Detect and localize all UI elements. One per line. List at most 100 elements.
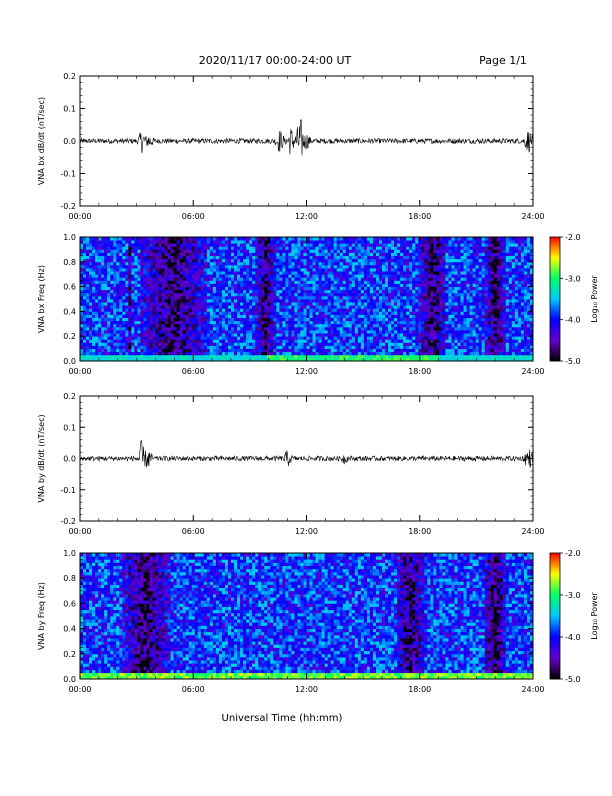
spectrogram-cell bbox=[156, 253, 159, 257]
spectrogram-cell bbox=[439, 305, 442, 309]
spectrogram-cell bbox=[216, 302, 219, 306]
spectrogram-cell bbox=[204, 346, 207, 350]
spectrogram-cell bbox=[291, 249, 294, 253]
spectrogram-cell bbox=[346, 265, 349, 269]
spectrogram-cell bbox=[177, 277, 180, 281]
spectrogram-cell bbox=[391, 274, 394, 278]
spectrogram-cell bbox=[400, 287, 403, 291]
spectrogram-cell bbox=[337, 237, 340, 241]
spectrogram-cell bbox=[174, 287, 177, 291]
spectrogram-cell bbox=[143, 271, 146, 275]
spectrogram-cell bbox=[80, 324, 83, 328]
spectrogram-cell bbox=[219, 265, 222, 269]
spectrogram-cell bbox=[319, 246, 322, 250]
spectrogram-cell bbox=[273, 315, 276, 319]
spectrogram-cell bbox=[107, 280, 110, 284]
spectrogram-cell bbox=[331, 237, 334, 241]
spectrogram-cell bbox=[183, 327, 186, 331]
spectrogram-cell bbox=[310, 243, 313, 247]
spectrogram-cell bbox=[110, 265, 113, 269]
spectrogram-cell bbox=[156, 262, 159, 266]
spectrogram-cell bbox=[246, 249, 249, 253]
spectrogram-cell bbox=[258, 265, 261, 269]
spectrogram-cell bbox=[156, 352, 159, 356]
spectrogram-cell bbox=[385, 333, 388, 337]
spectrogram-cell bbox=[186, 330, 189, 334]
spectrogram-cell bbox=[146, 296, 149, 300]
spectrogram-cell bbox=[442, 349, 445, 353]
spectrogram-cell bbox=[255, 240, 258, 244]
spectrogram-cell bbox=[337, 339, 340, 343]
spectrogram-cell bbox=[183, 268, 186, 272]
spectrogram-cell bbox=[159, 290, 162, 294]
spectrogram-cell bbox=[131, 262, 134, 266]
spectrogram-cell bbox=[207, 339, 210, 343]
spectrogram-cell bbox=[397, 333, 400, 337]
spectrogram-cell bbox=[409, 249, 412, 253]
spectrogram-cell bbox=[201, 271, 204, 275]
spectrogram-cell bbox=[388, 256, 391, 260]
spectrogram-cell bbox=[146, 268, 149, 272]
spectrogram-cell bbox=[189, 349, 192, 353]
spectrogram-cell bbox=[98, 327, 101, 331]
spectrogram-cell bbox=[313, 287, 316, 291]
spectrogram-cell bbox=[355, 246, 358, 250]
spectrogram-cell bbox=[373, 271, 376, 275]
spectrogram-cell bbox=[436, 253, 439, 257]
spectrogram-cell bbox=[273, 308, 276, 312]
spectrogram-cell bbox=[385, 237, 388, 241]
spectrogram-cell bbox=[430, 249, 433, 253]
spectrogram-cell bbox=[288, 271, 291, 275]
spectrogram-cell bbox=[300, 336, 303, 340]
spectrogram-cell bbox=[376, 311, 379, 315]
spectrogram-cell bbox=[385, 274, 388, 278]
spectrogram-cell bbox=[424, 240, 427, 244]
spectrogram-cell bbox=[334, 321, 337, 325]
spectrogram-cell bbox=[294, 268, 297, 272]
spectrogram-cell bbox=[382, 277, 385, 281]
spectrogram-cell bbox=[216, 280, 219, 284]
spectrogram-cell bbox=[246, 240, 249, 244]
spectrogram-cell bbox=[201, 277, 204, 281]
spectrogram-cell bbox=[439, 296, 442, 300]
spectrogram-cell bbox=[300, 265, 303, 269]
spectrogram-cell bbox=[107, 253, 110, 257]
spectrogram-cell bbox=[252, 268, 255, 272]
spectrogram-cell bbox=[418, 305, 421, 309]
spectrogram-cell bbox=[427, 315, 430, 319]
spectrogram-cell bbox=[213, 290, 216, 294]
spectrogram-cell bbox=[267, 262, 270, 266]
spectrogram-cell bbox=[325, 339, 328, 343]
spectrogram-cell bbox=[192, 296, 195, 300]
spectrogram-cell bbox=[264, 336, 267, 340]
spectrogram-cell bbox=[231, 336, 234, 340]
spectrogram-cell bbox=[303, 249, 306, 253]
spectrogram-cell bbox=[270, 333, 273, 337]
spectrogram-cell bbox=[264, 262, 267, 266]
spectrogram-cell bbox=[225, 268, 228, 272]
spectrogram-cell bbox=[379, 333, 382, 337]
spectrogram-cell bbox=[364, 284, 367, 288]
spectrogram-cell bbox=[273, 302, 276, 306]
spectrogram-cell bbox=[316, 302, 319, 306]
spectrogram-cell bbox=[397, 324, 400, 328]
spectrogram-cell bbox=[104, 302, 107, 306]
spectrogram-cell bbox=[328, 352, 331, 356]
spectrogram-cell bbox=[101, 308, 104, 312]
spectrogram-cell bbox=[177, 249, 180, 253]
spectrogram-cell bbox=[442, 290, 445, 294]
spectrogram-cell bbox=[134, 339, 137, 343]
spectrogram-cell bbox=[310, 256, 313, 260]
spectrogram-cell bbox=[421, 246, 424, 250]
spectrogram-cell bbox=[297, 259, 300, 263]
spectrogram-cell bbox=[264, 274, 267, 278]
spectrogram-cell bbox=[376, 299, 379, 303]
spectrogram-cell bbox=[361, 296, 364, 300]
spectrogram-cell bbox=[213, 327, 216, 331]
spectrogram-cell bbox=[98, 277, 101, 281]
spectrogram-cell bbox=[89, 311, 92, 315]
spectrogram-cell bbox=[228, 268, 231, 272]
spectrogram-cell bbox=[128, 302, 131, 306]
spectrogram-cell bbox=[110, 352, 113, 356]
spectrogram-cell bbox=[279, 287, 282, 291]
